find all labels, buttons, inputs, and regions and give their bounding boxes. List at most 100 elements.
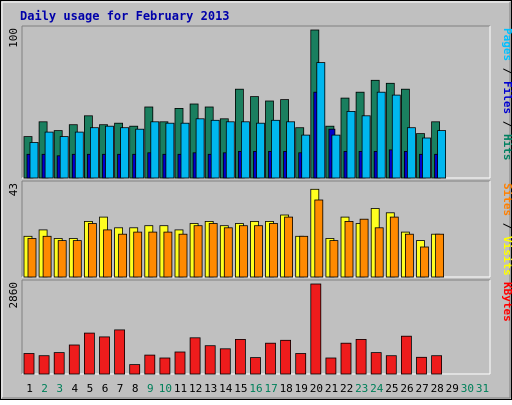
bar-hits-pages-day-20	[316, 62, 326, 179]
x-tick-label-day-8: 8	[132, 382, 139, 395]
x-tick-label-day-13: 13	[204, 382, 217, 395]
x-tick-label-day-10: 10	[159, 382, 172, 395]
bar-hits-pages-day-5	[90, 127, 99, 179]
bar-hits-pages-day-11	[180, 122, 190, 179]
bar-kbytes-kbytes-day-2	[38, 355, 50, 375]
bar-kbytes-kbytes-day-26	[400, 335, 412, 375]
bar-kbytes-kbytes-day-10	[159, 357, 171, 375]
legend-part-visits-2: Visits	[501, 236, 512, 276]
bar-hits-pages-day-13	[210, 119, 220, 179]
x-tick-label-day-29: 29	[446, 382, 459, 395]
bar-kbytes-kbytes-day-12	[189, 337, 201, 375]
bar-visits-sites-day-20	[314, 199, 324, 278]
bar-visits-sites-day-28	[435, 233, 445, 278]
bar-hits-pages-day-7	[120, 127, 129, 179]
bar-hits-pages-day-23	[361, 115, 371, 179]
bar-kbytes-kbytes-day-7	[114, 329, 125, 375]
bar-kbytes-kbytes-day-3	[53, 352, 65, 375]
bar-visits-sites-day-8	[133, 231, 143, 278]
bar-hits-pages-day-19	[301, 134, 311, 179]
bar-visits-sites-day-5	[88, 223, 97, 278]
bar-kbytes-kbytes-day-25	[385, 355, 397, 375]
panel-visits: 43 Sites / Visits	[7, 180, 512, 278]
bar-hits-pages-day-17	[271, 119, 280, 179]
bar-visits-sites-day-19	[299, 235, 309, 278]
bar-kbytes-kbytes-day-16	[250, 357, 261, 375]
x-tick-label-day-7: 7	[117, 382, 124, 395]
bar-visits-sites-day-2	[42, 235, 52, 278]
y-max-label-visits: 43	[7, 183, 20, 196]
bar-hits-pages-day-2	[44, 131, 54, 179]
bar-visits-sites-day-11	[178, 233, 188, 278]
bar-hits-pages-day-27	[422, 137, 431, 179]
bar-kbytes-kbytes-day-18	[280, 339, 292, 375]
x-tick-label-day-18: 18	[280, 382, 293, 395]
bar-hits-pages-day-25	[391, 94, 401, 179]
bar-visits-sites-day-18	[284, 216, 294, 278]
legend-part-visits-0: Sites	[501, 183, 512, 216]
bar-hits-pages-day-16	[256, 122, 265, 179]
bar-visits-sites-day-23	[359, 218, 369, 278]
legend-part-hits-1: /	[501, 61, 512, 81]
panel-hits: 100 Pages / Files / Hits	[7, 25, 512, 179]
chart-title: Daily usage for February 2013	[20, 9, 230, 23]
x-tick-label-day-6: 6	[102, 382, 109, 395]
bar-visits-sites-day-10	[163, 231, 173, 278]
legend-label-kbytes: KBytes	[501, 282, 512, 322]
bar-kbytes-kbytes-day-9	[144, 354, 156, 375]
bar-visits-sites-day-25	[389, 216, 399, 278]
chart-panels: 100 Pages / Files / Hits 43 Sites / Visits 2…	[7, 25, 512, 375]
bar-kbytes-kbytes-day-13	[204, 345, 216, 375]
bar-visits-sites-day-7	[118, 233, 127, 278]
bar-visits-sites-day-3	[57, 240, 67, 278]
y-max-label-kbytes: 2860	[7, 282, 20, 309]
bar-visits-sites-day-6	[103, 229, 112, 278]
bar-hits-pages-day-9	[150, 121, 160, 179]
x-tick-label-day-20: 20	[310, 382, 323, 395]
bar-visits-sites-day-24	[374, 227, 384, 278]
x-tick-label-day-24: 24	[370, 382, 384, 395]
bar-kbytes-kbytes-day-24	[370, 352, 382, 375]
legend-part-visits-1: /	[501, 216, 512, 236]
bar-kbytes-kbytes-day-8	[129, 364, 141, 375]
x-tick-label-day-25: 25	[385, 382, 398, 395]
bar-hits-pages-day-26	[406, 127, 416, 179]
x-tick-label-day-27: 27	[415, 382, 428, 395]
bar-visits-sites-day-27	[420, 246, 429, 278]
bar-kbytes-kbytes-day-21	[325, 357, 337, 375]
bar-kbytes-kbytes-day-28	[431, 355, 443, 375]
x-tick-label-day-28: 28	[431, 382, 444, 395]
bar-hits-pages-day-28	[437, 130, 447, 179]
bar-hits-pages-day-12	[195, 118, 205, 179]
legend-part-kbytes-0: KBytes	[501, 282, 512, 322]
bar-hits-pages-day-21	[331, 134, 341, 179]
bar-hits-pages-day-24	[376, 91, 386, 179]
bar-visits-sites-day-9	[148, 231, 158, 278]
x-tick-label-day-15: 15	[234, 382, 247, 395]
bar-hits-pages-day-22	[346, 111, 356, 179]
x-tick-label-day-2: 2	[41, 382, 48, 395]
legend-label-visits: Sites / Visits	[501, 183, 512, 276]
panel-kbytes: 2860 KBytes	[7, 279, 512, 375]
x-tick-label-day-31: 31	[476, 382, 489, 395]
bar-hits-pages-day-18	[286, 121, 296, 179]
bar-hits-pages-day-3	[59, 136, 69, 179]
bar-hits-pages-day-15	[240, 121, 250, 179]
x-tick-label-day-12: 12	[189, 382, 202, 395]
bar-visits-sites-day-17	[269, 223, 278, 278]
x-tick-label-day-5: 5	[87, 382, 94, 395]
bar-kbytes-kbytes-day-20	[310, 283, 322, 375]
legend-part-hits-2: Files	[501, 81, 512, 114]
y-max-label-hits: 100	[7, 28, 20, 48]
x-tick-label-day-16: 16	[249, 382, 262, 395]
bar-kbytes-kbytes-day-5	[84, 332, 95, 375]
bar-hits-pages-day-14	[225, 121, 235, 179]
x-tick-label-day-19: 19	[295, 382, 308, 395]
bar-kbytes-kbytes-day-19	[295, 353, 307, 375]
x-tick-label-day-4: 4	[71, 382, 78, 395]
legend-part-hits-3: /	[501, 114, 512, 134]
bar-kbytes-kbytes-day-14	[219, 348, 231, 375]
bar-kbytes-kbytes-day-15	[234, 338, 246, 375]
bar-hits-pages-day-4	[74, 131, 84, 179]
